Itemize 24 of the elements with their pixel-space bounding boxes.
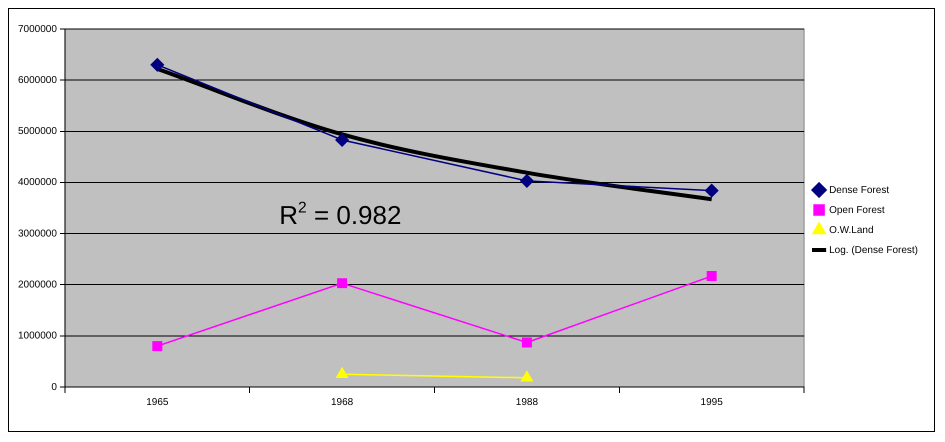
point <box>152 341 162 352</box>
y-tick-label: 0 <box>51 382 58 393</box>
legend-label: Dense Forest <box>829 184 890 196</box>
x-tick-label: 1965 <box>146 396 169 408</box>
point <box>704 184 718 198</box>
point <box>520 174 534 188</box>
point <box>337 278 348 288</box>
x-tick-label: 1988 <box>516 396 538 408</box>
y-tick-label: 6000000 <box>18 74 58 86</box>
x-tick-label: 1995 <box>700 396 724 408</box>
x-tick-label: 1968 <box>330 396 354 408</box>
y-tick-label: 5000000 <box>18 126 58 138</box>
legend-label: O.W.Land <box>829 224 874 236</box>
y-tick-label: 7000000 <box>18 24 58 35</box>
point <box>706 271 717 282</box>
legend-label: Open Forest <box>829 204 885 216</box>
y-tick-label: 3000000 <box>18 228 58 240</box>
y-tick-label: 4000000 <box>18 177 58 188</box>
y-tick-label: 2000000 <box>18 279 58 290</box>
legend-label: Log. (Dense Forest) <box>829 244 918 256</box>
point <box>150 58 164 72</box>
point <box>522 338 532 348</box>
point <box>335 133 349 147</box>
y-tick-label: 1000000 <box>18 330 58 342</box>
